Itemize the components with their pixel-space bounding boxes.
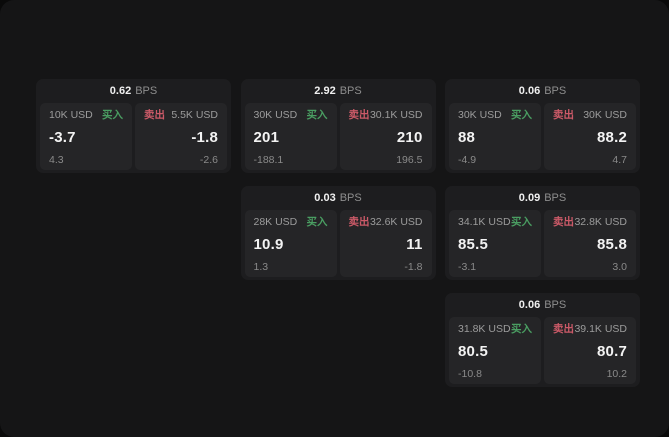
bps-unit-label: BPS: [544, 298, 567, 311]
bps-unit-label: BPS: [544, 84, 567, 97]
quote-card: 2.92 BPS 30K USD 买入 201 -188.1 卖出 30.1K …: [240, 79, 436, 173]
bps-value: 0.03: [314, 191, 336, 204]
bps-header: 0.03 BPS: [245, 186, 432, 210]
buy-price: 85.5: [458, 236, 488, 253]
sell-size: 30.1K USD: [369, 109, 423, 121]
bps-header: 0.06 BPS: [449, 79, 636, 103]
buy-panel[interactable]: 30K USD 买入 201 -188.1: [244, 103, 337, 170]
buy-delta: 1.3: [253, 260, 269, 273]
buy-size: 31.8K USD: [458, 323, 511, 335]
buy-price: -3.7: [49, 129, 76, 146]
sell-side-label: 卖出: [144, 109, 165, 121]
bps-value: 0.62: [109, 84, 132, 97]
sell-size: 5.5K USD: [171, 109, 218, 121]
sell-delta: 10.2: [606, 367, 627, 380]
sell-panel[interactable]: 卖出 30K USD 88.2 4.7: [544, 103, 636, 170]
sell-panel[interactable]: 卖出 32.6K USD 11 -1.8: [339, 210, 432, 277]
buy-side-label: 买入: [306, 216, 328, 228]
quote-card-grid: 0.62 BPS 10K USD 买入 -3.7 4.3 卖出 5.5K USD: [36, 79, 640, 387]
bps-value: 0.06: [518, 298, 541, 311]
buy-side-label: 买入: [102, 109, 123, 121]
buy-size: 30K USD: [253, 109, 298, 121]
buy-panel[interactable]: 31.8K USD 买入 80.5 -10.8: [449, 317, 541, 384]
sell-price: 11: [406, 236, 423, 253]
quote-sides: 28K USD 买入 10.9 1.3 卖出 32.6K USD 11 -1.8: [244, 210, 432, 277]
bps-header: 0.62 BPS: [40, 79, 227, 103]
buy-panel[interactable]: 30K USD 买入 88 -4.9: [449, 103, 541, 170]
buy-delta: -4.9: [458, 153, 477, 166]
quote-card: 0.09 BPS 34.1K USD 买入 85.5 -3.1 卖出 32.8K…: [445, 186, 640, 280]
quote-card: 0.03 BPS 28K USD 买入 10.9 1.3 卖出 32.6K US…: [240, 186, 436, 280]
buy-delta: 4.3: [49, 153, 64, 166]
quote-sides: 34.1K USD 买入 85.5 -3.1 卖出 32.8K USD 85.8…: [449, 210, 636, 277]
sell-size: 39.1K USD: [574, 323, 627, 335]
bps-value: 2.92: [314, 84, 336, 97]
buy-price: 201: [253, 129, 280, 146]
bps-unit-label: BPS: [135, 84, 158, 97]
sell-panel[interactable]: 卖出 32.8K USD 85.8 3.0: [544, 210, 636, 277]
sell-panel[interactable]: 卖出 30.1K USD 210 196.5: [339, 103, 432, 170]
sell-size: 32.8K USD: [574, 216, 627, 228]
sell-price: 88.2: [597, 129, 627, 146]
buy-delta: -3.1: [458, 260, 477, 273]
sell-delta: 4.7: [612, 153, 627, 166]
buy-side-label: 买入: [511, 109, 532, 121]
quote-sides: 30K USD 买入 88 -4.9 卖出 30K USD 88.2 4.7: [449, 103, 636, 170]
buy-price: 88: [458, 129, 476, 146]
sell-delta: 3.0: [612, 260, 627, 273]
quote-sides: 30K USD 买入 201 -188.1 卖出 30.1K USD 210 1…: [244, 103, 432, 170]
buy-price: 10.9: [253, 236, 284, 253]
buy-side-label: 买入: [511, 323, 532, 335]
sell-price: 85.8: [597, 236, 627, 253]
quote-card: 0.06 BPS 30K USD 买入 88 -4.9 卖出 30K USD: [445, 79, 640, 173]
buy-panel[interactable]: 10K USD 买入 -3.7 4.3: [40, 103, 132, 170]
sell-side-label: 卖出: [348, 216, 370, 228]
buy-side-label: 买入: [306, 109, 328, 121]
bps-header: 0.09 BPS: [449, 186, 636, 210]
bps-unit-label: BPS: [544, 191, 567, 204]
buy-panel[interactable]: 34.1K USD 买入 85.5 -3.1: [449, 210, 541, 277]
buy-side-label: 买入: [511, 216, 532, 228]
sell-size: 30K USD: [583, 109, 627, 121]
sell-panel[interactable]: 卖出 39.1K USD 80.7 10.2: [544, 317, 636, 384]
sell-side-label: 卖出: [553, 216, 574, 228]
buy-size: 34.1K USD: [458, 216, 511, 228]
buy-delta: -188.1: [253, 153, 284, 166]
bps-header: 0.06 BPS: [449, 293, 636, 317]
quote-card: 0.62 BPS 10K USD 买入 -3.7 4.3 卖出 5.5K USD: [36, 79, 231, 173]
buy-delta: -10.8: [458, 367, 482, 380]
sell-price: 80.7: [597, 343, 627, 360]
quote-card: 0.06 BPS 31.8K USD 买入 80.5 -10.8 卖出 39.1…: [445, 293, 640, 387]
sell-delta: 196.5: [396, 153, 423, 166]
sell-side-label: 卖出: [553, 109, 574, 121]
bps-value: 0.06: [518, 84, 541, 97]
sell-delta: -1.8: [404, 260, 423, 273]
sell-price: 210: [396, 129, 423, 146]
quote-sides: 10K USD 买入 -3.7 4.3 卖出 5.5K USD -1.8 -2.…: [40, 103, 227, 170]
sell-side-label: 卖出: [348, 109, 370, 121]
sell-size: 32.6K USD: [369, 216, 423, 228]
buy-panel[interactable]: 28K USD 买入 10.9 1.3: [244, 210, 337, 277]
bps-header: 2.92 BPS: [245, 79, 432, 103]
sell-side-label: 卖出: [553, 323, 574, 335]
sell-delta: -2.6: [199, 153, 218, 166]
buy-size: 30K USD: [458, 109, 502, 121]
bps-unit-label: BPS: [339, 84, 362, 97]
sell-panel[interactable]: 卖出 5.5K USD -1.8 -2.6: [135, 103, 227, 170]
sell-price: -1.8: [191, 129, 218, 146]
buy-price: 80.5: [458, 343, 488, 360]
bps-value: 0.09: [518, 191, 541, 204]
bps-unit-label: BPS: [339, 191, 362, 204]
buy-size: 10K USD: [49, 109, 93, 121]
quote-sides: 31.8K USD 买入 80.5 -10.8 卖出 39.1K USD 80.…: [449, 317, 636, 384]
buy-size: 28K USD: [253, 216, 298, 228]
